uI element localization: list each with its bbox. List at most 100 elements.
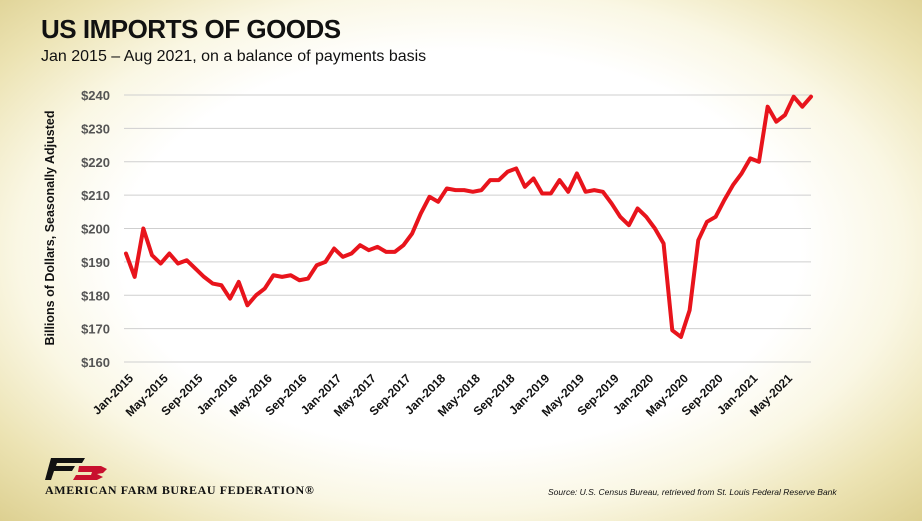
data-point — [428, 196, 430, 198]
y-tick-label: $240 — [81, 88, 110, 103]
data-point — [203, 276, 205, 278]
data-point — [194, 268, 196, 270]
data-point — [454, 189, 456, 191]
data-point — [784, 114, 786, 116]
data-point — [402, 244, 404, 246]
data-point — [732, 184, 734, 186]
data-point — [550, 192, 552, 194]
data-point — [481, 189, 483, 191]
data-point — [515, 167, 517, 169]
data-point — [125, 253, 127, 255]
data-point — [628, 224, 630, 226]
imports-line — [124, 94, 813, 339]
data-point — [801, 106, 803, 108]
y-tick-label: $180 — [81, 288, 110, 303]
data-point — [498, 179, 500, 181]
data-point — [472, 191, 474, 193]
x-tick-labels: Jan-2015May-2015Sep-2015Jan-2016May-2016… — [90, 371, 795, 419]
y-tick-label: $170 — [81, 322, 110, 337]
data-point — [298, 279, 300, 281]
data-point — [290, 274, 292, 276]
data-point — [394, 251, 396, 253]
data-point — [264, 288, 266, 290]
data-point — [168, 253, 170, 255]
data-point — [541, 192, 543, 194]
data-point — [359, 244, 361, 246]
data-point — [255, 294, 257, 296]
data-point — [758, 161, 760, 163]
data-point — [654, 228, 656, 229]
data-point — [723, 199, 725, 201]
y-tick-label: $160 — [81, 355, 110, 370]
data-point — [680, 336, 682, 338]
y-tick-label: $210 — [81, 188, 110, 203]
data-point — [489, 179, 491, 181]
data-point — [385, 251, 387, 253]
organization-name: AMERICAN FARM BUREAU FEDERATION® — [45, 483, 315, 497]
y-tick-label: $220 — [81, 155, 110, 170]
data-point — [307, 278, 309, 280]
data-point — [715, 216, 717, 218]
y-tick-label: $200 — [81, 222, 110, 237]
data-point — [793, 96, 795, 98]
data-point — [177, 263, 179, 265]
data-point — [160, 263, 162, 265]
data-point — [333, 248, 335, 250]
data-point — [437, 201, 439, 203]
data-point — [411, 233, 413, 235]
data-point — [663, 243, 665, 245]
data-point — [238, 281, 240, 283]
data-point — [376, 246, 378, 248]
data-point — [645, 216, 647, 218]
data-point — [559, 179, 561, 181]
data-point — [316, 264, 318, 266]
chart-subtitle: Jan 2015 – Aug 2021, on a balance of pay… — [41, 48, 427, 65]
data-point — [446, 187, 448, 189]
data-point — [151, 254, 153, 256]
data-point — [585, 191, 587, 193]
data-point — [342, 256, 344, 258]
data-point — [533, 177, 535, 179]
data-point — [463, 189, 465, 191]
y-tick-label: $190 — [81, 255, 110, 270]
data-point — [134, 276, 136, 278]
data-point — [689, 309, 691, 311]
data-point — [576, 172, 578, 174]
gridlines — [124, 94, 811, 363]
data-point — [767, 106, 769, 108]
data-point — [524, 186, 526, 188]
data-point — [671, 329, 673, 331]
data-point — [246, 304, 248, 306]
data-point — [810, 96, 812, 98]
data-point — [602, 191, 604, 193]
data-point — [507, 171, 509, 173]
data-point — [142, 228, 144, 229]
data-point — [212, 283, 214, 285]
data-point — [229, 298, 231, 300]
data-point — [637, 207, 639, 209]
data-point — [324, 261, 326, 263]
data-point — [619, 216, 621, 218]
data-point — [272, 274, 274, 276]
data-point — [350, 253, 352, 255]
source-note: Source: U.S. Census Bureau, retrieved fr… — [548, 487, 837, 497]
data-point — [420, 212, 422, 214]
y-tick-labels: $160 $170 $180 $190 $200 $210 $220 $230 $240 — [81, 88, 110, 370]
data-point — [281, 276, 283, 278]
data-point — [749, 157, 751, 159]
series-group — [124, 94, 813, 339]
data-point — [593, 189, 595, 191]
data-point — [697, 239, 699, 241]
data-point — [775, 121, 777, 123]
data-point — [611, 202, 613, 204]
data-point — [220, 284, 222, 286]
data-point — [706, 221, 708, 223]
data-point — [186, 259, 188, 261]
farm-bureau-logo-icon — [45, 458, 107, 480]
data-point — [368, 249, 370, 251]
y-tick-label: $230 — [81, 121, 110, 136]
data-point — [741, 172, 743, 174]
chart-title: US IMPORTS OF GOODS — [41, 14, 341, 44]
data-point — [567, 191, 569, 193]
